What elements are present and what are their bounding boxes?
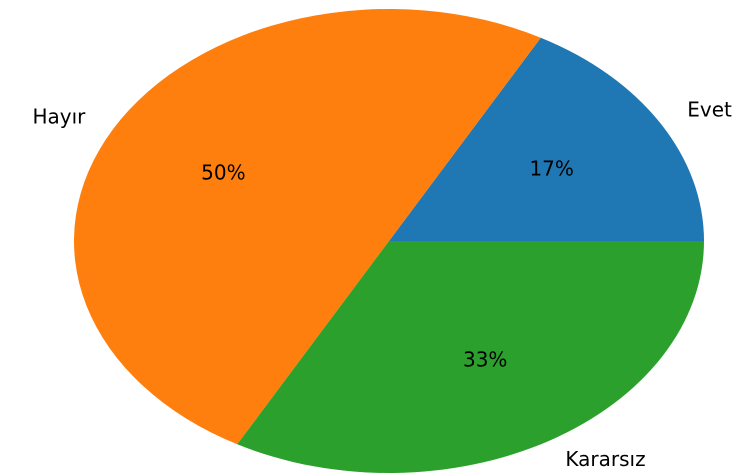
pie-slice [73,8,541,445]
percent-label: 17% [529,157,573,181]
slice-label: Kararsız [565,447,645,471]
percent-label: 50% [201,160,245,184]
pie-slice [237,241,704,474]
pie-slice [389,37,704,241]
slice-label: Hayır [32,105,86,129]
slice-label: Evet [687,98,732,122]
percent-label: 33% [463,347,507,371]
